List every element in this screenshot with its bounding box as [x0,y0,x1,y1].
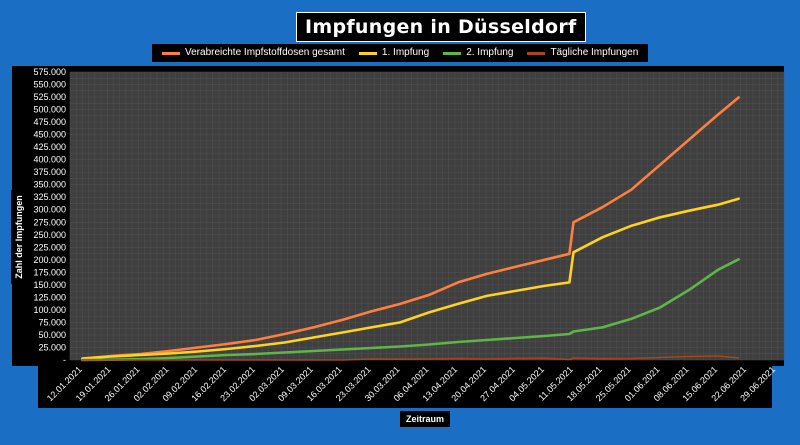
y-tick-label: 575.000 [33,67,66,77]
y-tick-label: 225.000 [33,242,66,252]
legend-item-second-dose: 2. Impfung [443,44,513,62]
y-tick-label: 475.000 [33,117,66,127]
y-tick-label: 350.000 [33,180,66,190]
y-tick-label: 325.000 [33,192,66,202]
y-tick-label: 100.000 [33,305,66,315]
legend-swatch-second-dose [443,51,462,55]
legend-label-first-dose: 1. Impfung [381,47,430,58]
y-tick-label: 75.000 [38,317,66,327]
y-tick-label: 300.000 [33,205,66,215]
line-daily [81,355,740,361]
y-tick-label: 175.000 [33,267,66,277]
y-tick-label: 250.000 [33,230,66,240]
y-tick-label: 500.000 [33,105,66,115]
y-tick-label: 375.000 [33,167,66,177]
y-tick-label: - [63,355,66,365]
y-tick-label: 550.000 [33,80,66,90]
legend-label-daily: Tägliche Impfungen [550,47,639,58]
legend-item-daily: Tägliche Impfungen [527,44,638,62]
y-tick-label: 425.000 [33,142,66,152]
y-tick-label: 525.000 [33,92,66,102]
y-tick-label: 450.000 [33,130,66,140]
y-tick-label: 400.000 [33,155,66,165]
legend-item-total: Verabreichte Impfstoffdosen gesamt [162,44,345,62]
legend-swatch-total [162,51,180,55]
y-axis-title-box: Zahl der Impfungen [11,190,27,284]
x-axis-title: Zeitraum [400,411,451,427]
legend-label-second-dose: 2. Impfung [466,47,514,58]
chart-legend: Verabreichte Impfstoffdosen gesamt 1. Im… [152,44,649,62]
y-tick-label: 200.000 [33,255,66,265]
chart-title: Impfungen in Düsseldorf [296,12,586,42]
y-tick-label: 125.000 [33,292,66,302]
legend-label-total: Verabreichte Impfstoffdosen gesamt [185,47,345,58]
line-total [81,96,740,360]
y-tick-labels: - 25.000 50.000 75.000 100.000 125.000 150.000… [33,67,66,365]
y-tick-label: 50.000 [38,330,66,340]
y-axis-title: Zahl der Impfungen [14,195,24,279]
line-second-dose [81,257,740,362]
series-layer [81,96,740,362]
legend-item-first-dose: 1. Impfung [358,44,430,62]
y-tick-label: 275.000 [33,217,66,227]
x-axis-band [38,366,772,408]
line-first-dose [81,197,740,360]
y-tick-label: 150.000 [33,280,66,290]
legend-swatch-first-dose [358,51,377,55]
grid-layer [69,71,785,361]
y-tick-label: 25.000 [38,342,66,352]
legend-swatch-daily [527,51,546,55]
